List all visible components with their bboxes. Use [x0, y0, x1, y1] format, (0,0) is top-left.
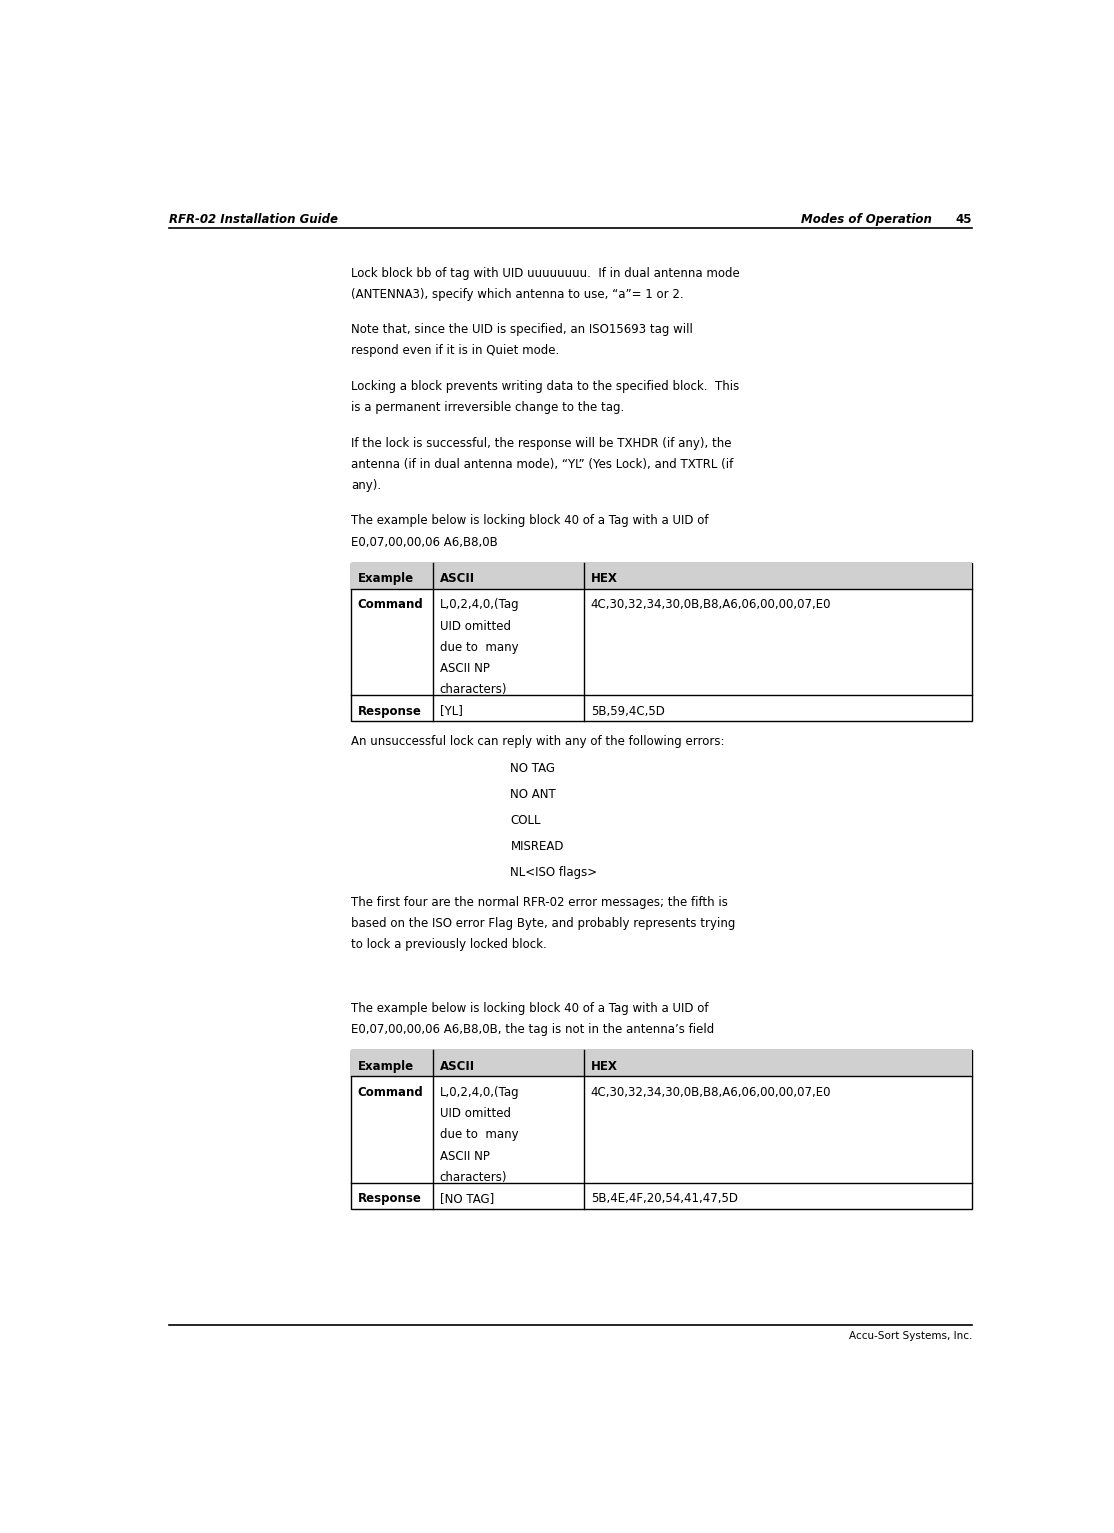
Text: NL<ISO flags>: NL<ISO flags> [510, 866, 597, 880]
Text: due to  many: due to many [440, 641, 518, 653]
Text: The example below is locking block 40 of a Tag with a UID of: The example below is locking block 40 of… [351, 1003, 709, 1015]
Text: Command: Command [358, 1085, 423, 1099]
Text: L,0,2,4,0,(Tag: L,0,2,4,0,(Tag [440, 598, 519, 612]
Text: HEX: HEX [590, 1059, 617, 1073]
Text: 4C,30,32,34,30,0B,B8,A6,06,00,00,07,E0: 4C,30,32,34,30,0B,B8,A6,06,00,00,07,E0 [590, 598, 831, 612]
Text: MISREAD: MISREAD [510, 840, 564, 854]
Text: If the lock is successful, the response will be TXHDR (if any), the: If the lock is successful, the response … [351, 437, 731, 449]
Text: The first four are the normal RFR-02 error messages; the fifth is: The first four are the normal RFR-02 err… [351, 895, 727, 909]
Bar [351, 563, 973, 589]
Bar [351, 1050, 973, 1076]
Text: characters): characters) [440, 1171, 507, 1183]
Text: characters): characters) [440, 684, 507, 696]
Text: [YL]: [YL] [440, 705, 462, 717]
Text: L,0,2,4,0,(Tag: L,0,2,4,0,(Tag [440, 1085, 519, 1099]
Text: Response: Response [358, 1193, 421, 1205]
Text: ASCII: ASCII [440, 1059, 475, 1073]
Text: An unsuccessful lock can reply with any of the following errors:: An unsuccessful lock can reply with any … [351, 736, 724, 748]
Text: E0,07,00,00,06 A6,B8,0B, the tag is not in the antenna’s field: E0,07,00,00,06 A6,B8,0B, the tag is not … [351, 1023, 714, 1036]
Text: respond even if it is in Quiet mode.: respond even if it is in Quiet mode. [351, 345, 559, 357]
Text: UID omitted: UID omitted [440, 1107, 510, 1121]
Text: any).: any). [351, 480, 381, 492]
Text: Modes of Operation: Modes of Operation [801, 213, 931, 227]
Text: COLL: COLL [510, 814, 541, 828]
Text: Example: Example [358, 572, 413, 586]
Text: Command: Command [358, 598, 423, 612]
Text: 5B,59,4C,5D: 5B,59,4C,5D [590, 705, 665, 717]
Text: RFR-02 Installation Guide: RFR-02 Installation Guide [169, 213, 339, 227]
Text: Example: Example [358, 1059, 413, 1073]
Text: 4C,30,32,34,30,0B,B8,A6,06,00,00,07,E0: 4C,30,32,34,30,0B,B8,A6,06,00,00,07,E0 [590, 1085, 831, 1099]
Text: (ANTENNA3), specify which antenna to use, “a”= 1 or 2.: (ANTENNA3), specify which antenna to use… [351, 288, 683, 300]
Bar [351, 563, 973, 721]
Text: 45: 45 [956, 213, 973, 227]
Text: is a permanent irreversible change to the tag.: is a permanent irreversible change to th… [351, 402, 624, 414]
Text: ASCII NP: ASCII NP [440, 1150, 489, 1162]
Text: Note that, since the UID is specified, an ISO15693 tag will: Note that, since the UID is specified, a… [351, 323, 693, 336]
Text: UID omitted: UID omitted [440, 619, 510, 633]
Text: antenna (if in dual antenna mode), “YL” (Yes Lock), and TXTRL (if: antenna (if in dual antenna mode), “YL” … [351, 458, 733, 471]
Text: HEX: HEX [590, 572, 617, 586]
Text: Accu-Sort Systems, Inc.: Accu-Sort Systems, Inc. [849, 1331, 973, 1341]
Text: NO TAG: NO TAG [510, 762, 556, 776]
Text: NO ANT: NO ANT [510, 788, 556, 802]
Text: The example below is locking block 40 of a Tag with a UID of: The example below is locking block 40 of… [351, 515, 709, 527]
Text: Lock block bb of tag with UID uuuuuuuu.  If in dual antenna mode: Lock block bb of tag with UID uuuuuuuu. … [351, 267, 740, 279]
Text: ASCII: ASCII [440, 572, 475, 586]
Text: [NO TAG]: [NO TAG] [440, 1193, 494, 1205]
Text: E0,07,00,00,06 A6,B8,0B: E0,07,00,00,06 A6,B8,0B [351, 535, 498, 549]
Bar [351, 1050, 973, 1208]
Text: due to  many: due to many [440, 1128, 518, 1141]
Text: Response: Response [358, 705, 421, 717]
Text: ASCII NP: ASCII NP [440, 662, 489, 675]
Text: Locking a block prevents writing data to the specified block.  This: Locking a block prevents writing data to… [351, 380, 739, 392]
Text: 5B,4E,4F,20,54,41,47,5D: 5B,4E,4F,20,54,41,47,5D [590, 1193, 737, 1205]
Text: based on the ISO error Flag Byte, and probably represents trying: based on the ISO error Flag Byte, and pr… [351, 917, 735, 931]
Text: to lock a previously locked block.: to lock a previously locked block. [351, 938, 547, 952]
